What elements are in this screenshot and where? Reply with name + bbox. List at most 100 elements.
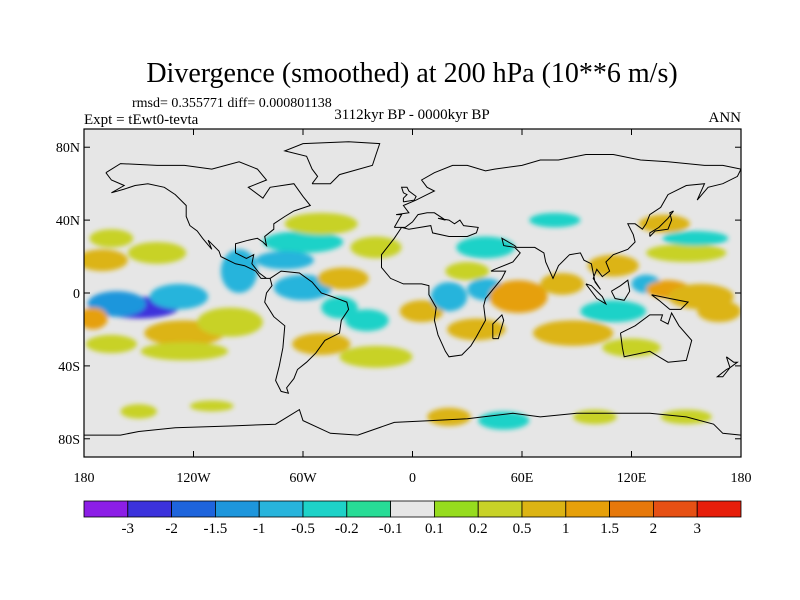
coast-new-zealand <box>715 356 739 378</box>
field-cell-8 <box>220 249 258 293</box>
field-cell-33 <box>697 300 741 323</box>
x-tick-label-2: 60W <box>289 471 317 486</box>
field-cell-11 <box>317 267 369 290</box>
colorbar-label-6: -0.1 <box>379 521 403 537</box>
colorbar-label-10: 1 <box>562 521 570 537</box>
colorbar-swatch-10 <box>521 500 567 518</box>
colorbar: -3 -2 -1.5 -1 -0.5 -0.2 -0.1 0.1 0.2 0.5 1 1.5 2 3 <box>83 500 742 537</box>
y-tick-label-3: 40S <box>58 360 80 375</box>
field-cell-26 <box>540 272 585 295</box>
field-cell-40 <box>339 345 413 368</box>
field-cell-36 <box>638 214 690 233</box>
field-cell-5 <box>84 307 108 330</box>
y-tick-label-4: 80S <box>58 433 80 448</box>
field-cell-28 <box>580 300 647 323</box>
colorbar-label-2: -1.5 <box>204 521 228 537</box>
colorbar-swatch-0 <box>83 500 129 518</box>
coast-uk <box>400 186 417 203</box>
coast-sumatra <box>585 283 608 306</box>
coast-madagascar <box>492 313 505 340</box>
colorbar-label-13: 3 <box>693 521 701 537</box>
field-cell-2 <box>149 283 209 310</box>
field-cell-21 <box>445 262 490 281</box>
field-cell-20 <box>447 318 506 341</box>
field-cell-45 <box>427 407 471 427</box>
field-cell-37 <box>529 212 581 228</box>
field-cell-27 <box>532 320 614 346</box>
field-cell-41 <box>85 334 137 354</box>
period-label: 3112kyr BP - 0000kyr BP <box>334 107 490 123</box>
y-tick-label-2: 0 <box>73 287 80 302</box>
field-cell-25 <box>489 280 548 314</box>
field-cell-34 <box>646 243 727 263</box>
divergence-field <box>84 212 741 430</box>
field-cell-13 <box>255 251 314 270</box>
colorbar-swatch-5 <box>302 500 348 518</box>
x-tick-label-4: 60E <box>511 471 534 486</box>
stats-label: rmsd= 0.355771 diff= 0.000801138 <box>132 96 332 111</box>
coast-eurasia-africa <box>381 154 741 358</box>
coast-north-america <box>105 161 312 279</box>
y-tick-label-1: 40N <box>56 214 80 229</box>
coast-south-america <box>264 270 350 394</box>
field-cell-19 <box>430 282 468 312</box>
colorbar-swatch-12 <box>609 500 654 518</box>
field-cell-15 <box>350 236 402 259</box>
colorbar-swatch-1 <box>127 500 173 518</box>
colorbar-label-1: -2 <box>165 521 178 537</box>
colorbar-label-4: -0.5 <box>291 521 315 537</box>
field-cell-43 <box>120 404 157 419</box>
x-tick-label-0: 180 <box>74 471 95 486</box>
field-cell-12 <box>262 231 344 253</box>
colorbar-label-11: 1.5 <box>600 521 619 537</box>
field-cell-35 <box>662 231 729 246</box>
colorbar-swatch-13 <box>653 500 698 518</box>
field-cell-7 <box>197 307 263 337</box>
colorbar-swatch-2 <box>171 500 216 518</box>
chart-title: Divergence (smoothed) at 200 hPa (10**6 … <box>146 58 677 89</box>
field-cell-9 <box>273 274 333 301</box>
field-cell-42 <box>89 229 134 248</box>
coast-japan <box>649 210 674 237</box>
x-tick-label-6: 180 <box>731 471 752 486</box>
field-cell-16 <box>344 309 389 332</box>
x-tick-label-1: 120W <box>176 471 211 486</box>
coastlines <box>84 141 741 436</box>
colorbar-swatch-6 <box>346 500 391 518</box>
colorbar-swatch-11 <box>565 500 610 518</box>
coast-antarctica <box>84 408 741 436</box>
colorbar-label-5: -0.2 <box>335 521 359 537</box>
field-cell-3 <box>84 249 128 272</box>
colorbar-swatch-7 <box>390 500 435 518</box>
colorbar-swatch-9 <box>477 500 523 518</box>
colorbar-label-12: 2 <box>650 521 658 537</box>
field-cell-38 <box>602 338 661 357</box>
x-tick-label-3: 0 <box>409 471 416 486</box>
colorbar-swatch-4 <box>258 500 304 518</box>
colorbar-swatch-14 <box>696 500 742 518</box>
experiment-label: Expt = tEwt0-tevta <box>84 112 199 128</box>
colorbar-label-7: 0.1 <box>425 521 444 537</box>
field-cell-44 <box>189 400 234 412</box>
y-axis: 80N 40N 0 40S 80S <box>56 141 741 448</box>
colorbar-label-9: 0.5 <box>513 521 532 537</box>
x-tick-label-5: 120E <box>617 471 647 486</box>
coast-australia <box>620 311 693 363</box>
field-cell-18 <box>399 300 444 323</box>
field-cell-47 <box>573 409 617 425</box>
coast-new-guinea <box>651 294 690 310</box>
field-cell-29 <box>587 254 639 277</box>
field-cell-39 <box>140 342 229 361</box>
season-label: ANN <box>709 110 742 126</box>
colorbar-label-8: 0.2 <box>469 521 488 537</box>
colorbar-label-3: -1 <box>253 521 266 537</box>
y-tick-label-0: 80N <box>56 141 80 156</box>
coast-borneo <box>610 279 631 301</box>
field-cell-14 <box>284 212 358 235</box>
coast-greenland <box>283 141 381 185</box>
field-cell-4 <box>127 241 187 264</box>
colorbar-label-0: -3 <box>122 521 135 537</box>
field-cell-17 <box>292 333 351 355</box>
field-cell-10 <box>321 296 358 319</box>
